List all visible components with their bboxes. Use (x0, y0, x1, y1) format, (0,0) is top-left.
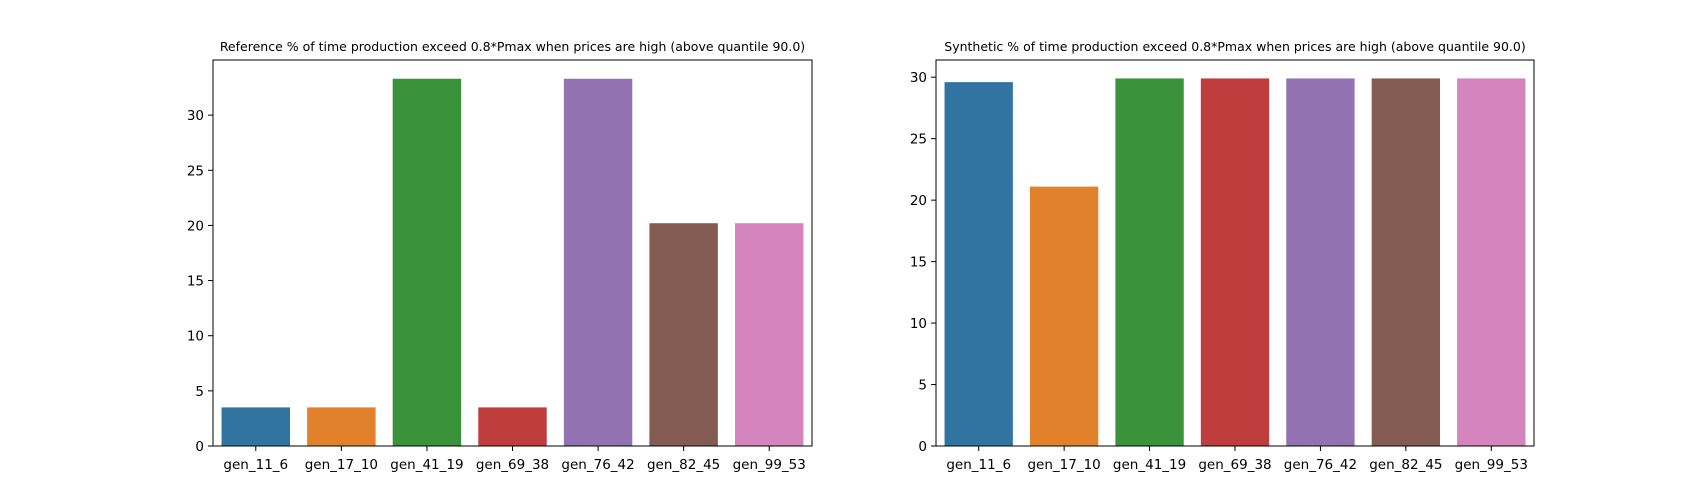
y-tick-label: 30 (187, 108, 204, 124)
axes-frame (212, 59, 813, 447)
bar-gen_11_6 (221, 407, 291, 446)
chart-title: Synthetic % of time production exceed 0.… (944, 39, 1525, 54)
y-tick-label: 25 (187, 163, 204, 179)
y-tick-label: 10 (187, 329, 204, 345)
x-tick-label: gen_69_38 (476, 457, 549, 473)
x-tick-label: gen_99_53 (733, 457, 806, 473)
x-tick-label: gen_41_19 (390, 457, 463, 473)
y-tick-label: 15 (187, 274, 204, 290)
bar-gen_76_42 (1286, 78, 1355, 447)
y-tick-label: 15 (910, 255, 927, 271)
x-tick-label: gen_11_6 (946, 457, 1011, 473)
x-tick-label: gen_17_10 (305, 457, 378, 473)
bar-gen_11_6 (944, 82, 1013, 447)
y-tick-label: 10 (910, 316, 927, 332)
x-tick-label: gen_82_45 (1369, 457, 1442, 473)
y-tick-label: 0 (918, 439, 927, 455)
x-tick-label: gen_76_42 (1284, 457, 1357, 473)
y-tick-label: 20 (910, 193, 927, 209)
x-tick-label: gen_17_10 (1027, 457, 1100, 473)
bar-gen_69_38 (478, 407, 547, 446)
chart-synthetic: Synthetic % of time production exceed 0.… (910, 39, 1535, 473)
x-tick-label: gen_76_42 (561, 457, 634, 473)
y-tick-label: 20 (187, 218, 204, 234)
chart-reference: Reference % of time production exceed 0.… (187, 39, 813, 473)
bar-gen_82_45 (1371, 78, 1441, 447)
y-tick-label: 25 (910, 132, 927, 148)
axes-frame (935, 59, 1535, 447)
bar-gen_99_53 (1457, 78, 1526, 447)
y-tick-label: 0 (195, 439, 204, 455)
bar-gen_76_42 (563, 78, 633, 447)
bar-gen_41_19 (1115, 78, 1184, 447)
bar-gen_17_10 (307, 407, 376, 446)
x-tick-label: gen_99_53 (1455, 457, 1528, 473)
x-tick-label: gen_69_38 (1198, 457, 1271, 473)
y-tick-label: 5 (918, 378, 927, 394)
x-tick-label: gen_11_6 (223, 457, 288, 473)
bar-gen_41_19 (392, 78, 462, 447)
y-tick-label: 30 (910, 70, 927, 86)
chart-title: Reference % of time production exceed 0.… (220, 39, 805, 54)
bar-gen_82_45 (649, 223, 718, 446)
bar-gen_17_10 (1029, 186, 1099, 446)
bar-gen_69_38 (1200, 78, 1270, 447)
x-tick-label: gen_41_19 (1113, 457, 1186, 473)
y-tick-label: 5 (195, 384, 204, 400)
x-tick-label: gen_82_45 (647, 457, 720, 473)
bar-gen_99_53 (734, 223, 804, 446)
